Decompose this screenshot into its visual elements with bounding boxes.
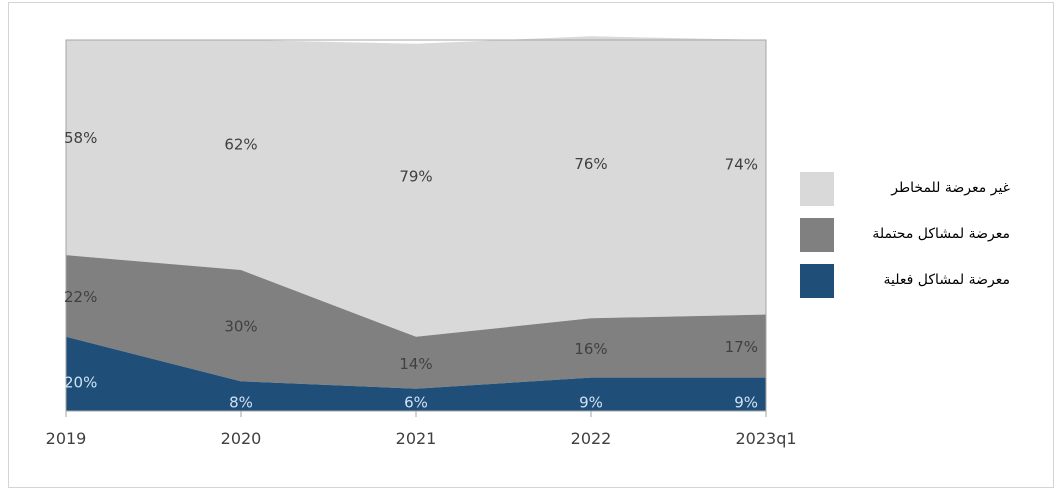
- area-series-2: [66, 36, 766, 337]
- data-label: 22%: [64, 288, 97, 306]
- data-label: 9%: [734, 394, 758, 412]
- x-tick-label: 2023q1: [735, 429, 796, 448]
- data-label: 6%: [404, 394, 428, 412]
- data-label: 20%: [64, 373, 97, 391]
- chart-frame: [8, 2, 1054, 488]
- data-label: 58%: [64, 129, 97, 147]
- x-tick-label: 2019: [46, 429, 87, 448]
- legend-swatch-not-exposed: [800, 172, 834, 206]
- legend-swatch-potential-problems: [800, 218, 834, 252]
- legend-item-not-exposed: غير معرضة للمخاطر: [800, 172, 1010, 218]
- area-series-1: [66, 255, 766, 389]
- data-label: 30%: [224, 318, 257, 336]
- legend-swatch-actual-problems: [800, 264, 834, 298]
- data-label: 76%: [574, 155, 607, 173]
- legend-label-not-exposed: غير معرضة للمخاطر: [891, 180, 1010, 196]
- data-label: 74%: [725, 156, 758, 174]
- legend: غير معرضة للمخاطر معرضة لمشاكل محتملة مع…: [800, 172, 1010, 310]
- legend-label-actual-problems: معرضة لمشاكل فعلية: [883, 272, 1010, 288]
- area-series-0: [66, 336, 766, 411]
- legend-item-potential-problems: معرضة لمشاكل محتملة: [800, 218, 1010, 264]
- data-label: 16%: [574, 340, 607, 358]
- data-label: 17%: [725, 338, 758, 356]
- legend-item-actual-problems: معرضة لمشاكل فعلية: [800, 264, 1010, 310]
- x-tick-label: 2022: [571, 429, 612, 448]
- x-tick-label: 2021: [396, 429, 437, 448]
- data-label: 79%: [399, 168, 432, 186]
- data-label: 14%: [399, 355, 432, 373]
- x-tick-label: 2020: [221, 429, 262, 448]
- data-label: 9%: [579, 394, 603, 412]
- legend-label-potential-problems: معرضة لمشاكل محتملة: [872, 226, 1010, 242]
- data-label: 8%: [229, 394, 253, 412]
- data-label: 62%: [224, 136, 257, 154]
